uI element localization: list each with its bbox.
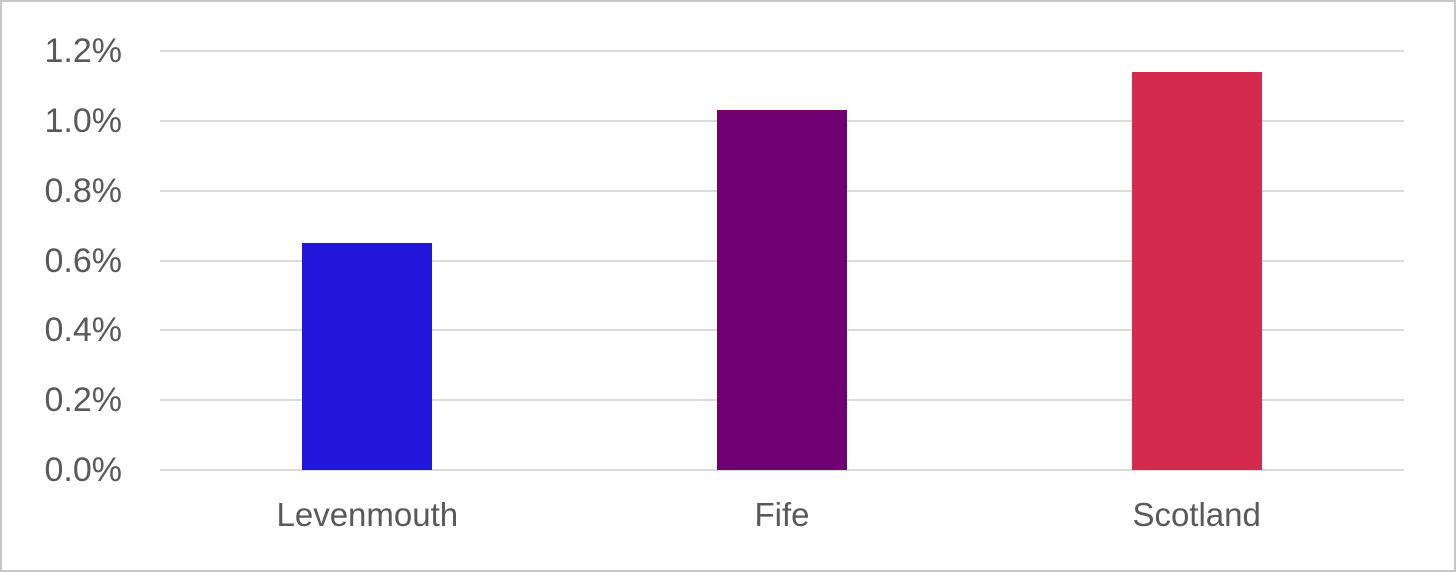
y-axis-tick-label: 0.0% [44,451,123,489]
x-axis-category-label: Levenmouth [276,496,459,533]
y-axis-tick-label: 0.4% [44,311,123,350]
x-axis-category-label: Scotland [1132,496,1261,533]
y-axis-tick-label: 1.0% [44,101,123,140]
gridline [160,469,1404,471]
gridline [160,50,1404,52]
y-axis-tick-label: 0.8% [44,171,123,210]
x-axis-category-label: Fife [754,496,810,533]
y-axis-tick-label: 0.2% [44,381,123,420]
bar-fife [717,110,847,470]
bar-scotland [1131,71,1262,470]
y-axis-tick-label: 1.2% [44,32,123,70]
y-axis-tick-label: 0.6% [44,241,123,280]
bar-levenmouth [302,243,433,470]
